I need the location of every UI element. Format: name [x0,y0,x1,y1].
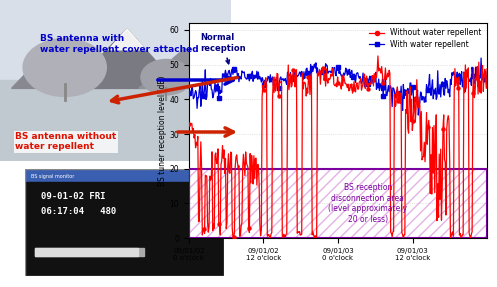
Text: Normal
reception: Normal reception [200,33,246,64]
Text: 06:17:04   480: 06:17:04 480 [41,207,116,216]
Circle shape [23,38,106,96]
Bar [189,169,487,238]
Bar [35,248,144,256]
Text: BS reception
disconnection area
(level approximately
20 or less): BS reception disconnection area (level a… [329,183,407,224]
Polygon shape [42,40,74,58]
Legend: Without water repellent, With water repellent: Without water repellent, With water repe… [367,27,483,50]
Circle shape [141,59,192,95]
Polygon shape [139,48,231,88]
Bar [189,169,487,238]
Text: BS antenna with
water repellent cover attached: BS antenna with water repellent cover at… [40,34,198,54]
Bar [25,182,224,276]
Polygon shape [109,29,146,50]
Y-axis label: BS tuner reception level (dB): BS tuner reception level (dB) [158,75,166,186]
Polygon shape [11,40,104,88]
Text: BS antenna without
water repellent: BS antenna without water repellent [15,132,116,152]
Bar [0,80,231,161]
Text: BS signal monitor: BS signal monitor [31,174,74,179]
Polygon shape [70,29,180,88]
Bar [25,169,224,182]
Bar [35,248,138,256]
Bar [0,0,231,80]
Text: 09-01-02 FRI: 09-01-02 FRI [41,192,105,201]
